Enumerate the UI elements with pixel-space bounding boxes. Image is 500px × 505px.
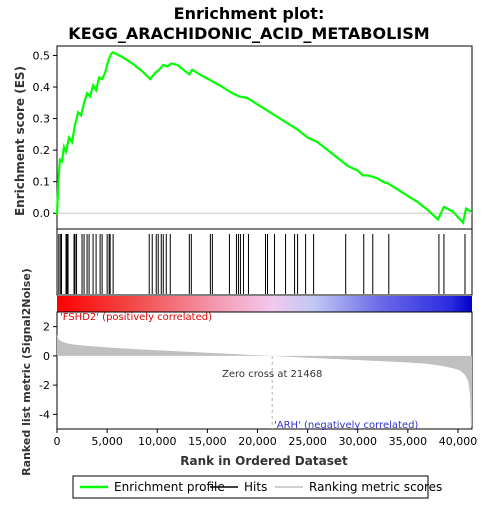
es-ytick-label: 0.4 (33, 81, 51, 94)
rank-color-band (57, 296, 472, 312)
x-tick-label: 15,000 (188, 435, 227, 448)
x-tick-label: 40,000 (439, 435, 478, 448)
metric-ytick-label: -4 (39, 408, 50, 421)
legend-entry-label: Enrichment profile (114, 480, 225, 494)
chart-title: Enrichment plot: (174, 4, 325, 23)
x-tick-label: 10,000 (138, 435, 177, 448)
es-panel-frame (56, 45, 473, 230)
positive-correlation-label: 'FSHD2' (positively correlated) (60, 312, 212, 323)
es-ytick-label: 0.5 (33, 49, 51, 62)
chart-subtitle: KEGG_ARACHIDONIC_ACID_METABOLISM (68, 24, 429, 43)
es-ytick-label: 0.3 (33, 113, 51, 126)
metric-ytick-label: 0 (43, 350, 50, 363)
metric-panel-frame (56, 311, 473, 430)
negative-correlation-label: 'ARH' (negatively correlated) (274, 420, 418, 431)
enrichment-profile-line (55, 50, 472, 226)
x-tick-label: 5,000 (91, 435, 123, 448)
es-ylabel: Enrichment score (ES) (13, 66, 27, 216)
ranking-metric-area (57, 333, 472, 427)
metric-ytick-label: 2 (43, 321, 50, 334)
es-ytick-label: 0.0 (33, 207, 51, 220)
es-ytick-label: 0.1 (33, 176, 51, 189)
metric-ylabel: Ranked list metric (Signal2Noise) (20, 268, 33, 476)
x-tick-label: 25,000 (288, 435, 327, 448)
x-tick-label: 30,000 (338, 435, 377, 448)
legend-entry-label: Hits (244, 480, 267, 494)
legend-entry-label: Ranking metric scores (309, 480, 442, 494)
x-tick-label: 20,000 (238, 435, 277, 448)
metric-ytick-label: -2 (39, 379, 50, 392)
hits-panel-frame (56, 228, 473, 296)
x-tick-label: 35,000 (389, 435, 428, 448)
zero-cross-label: Zero cross at 21468 (222, 369, 322, 380)
x-tick-label: 0 (54, 435, 61, 448)
x-axis-label: Rank in Ordered Dataset (180, 454, 348, 468)
es-ytick-label: 0.2 (33, 144, 51, 157)
legend-box (72, 475, 429, 499)
